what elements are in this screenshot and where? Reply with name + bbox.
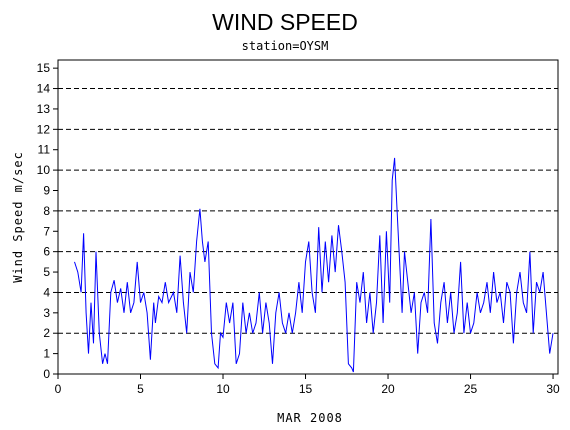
chart-title: WIND SPEED — [212, 9, 358, 35]
x-tick-label: 0 — [55, 382, 62, 396]
y-tick-label: 2 — [43, 326, 50, 340]
x-tick-label: 5 — [137, 382, 144, 396]
y-tick-label: 14 — [37, 82, 51, 96]
y-tick-label: 4 — [43, 285, 50, 299]
y-tick-label: 3 — [43, 306, 50, 320]
plot-frame — [57, 59, 559, 375]
wind-speed-line — [74, 157, 554, 373]
y-tick-label: 13 — [37, 102, 51, 116]
y-tick-label: 7 — [43, 224, 50, 238]
x-axis-ticks: 0 5 10 15 20 25 30 — [55, 374, 560, 396]
x-tick-label: 10 — [216, 382, 230, 396]
y-axis-label: Wind Speed m/sec — [11, 151, 25, 283]
y-tick-label: 6 — [43, 245, 50, 259]
y-tick-label: 0 — [43, 367, 50, 381]
y-tick-label: 5 — [43, 265, 50, 279]
chart-subtitle: station=OYSM — [242, 39, 329, 53]
x-tick-label: 20 — [381, 382, 395, 396]
x-tick-label: 30 — [546, 382, 560, 396]
x-axis-label: MAR 2008 — [277, 411, 343, 425]
y-tick-label: 15 — [37, 61, 51, 75]
y-tick-label: 8 — [43, 204, 50, 218]
x-tick-label: 25 — [464, 382, 478, 396]
y-tick-label: 12 — [37, 122, 51, 136]
y-tick-label: 11 — [38, 143, 51, 157]
y-tick-label: 9 — [43, 183, 50, 197]
y-tick-label: 1 — [43, 347, 50, 361]
grid-lines — [58, 88, 558, 375]
y-tick-label: 10 — [37, 163, 51, 177]
x-tick-label: 15 — [299, 382, 313, 396]
